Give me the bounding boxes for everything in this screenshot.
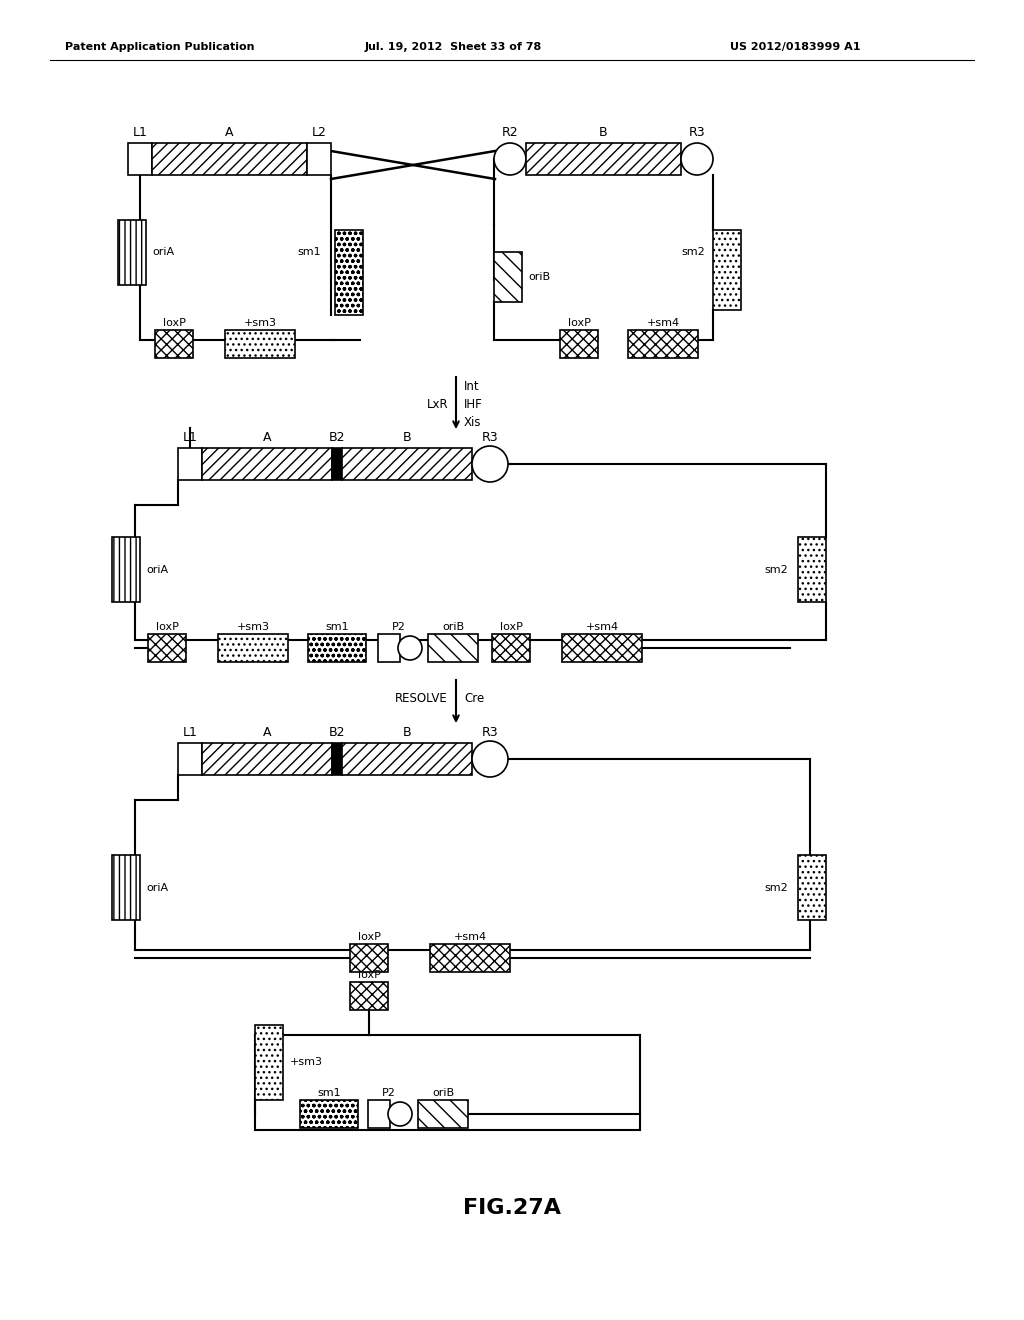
Bar — [368, 1100, 390, 1129]
Bar — [378, 634, 400, 663]
Text: +sm3: +sm3 — [290, 1057, 323, 1067]
Text: B2: B2 — [329, 726, 345, 739]
Text: sm1: sm1 — [326, 622, 349, 632]
Bar — [418, 1100, 468, 1129]
Bar — [430, 944, 510, 972]
Text: RESOLVE: RESOLVE — [395, 692, 449, 705]
Text: oriA: oriA — [146, 565, 168, 576]
Bar — [202, 447, 332, 480]
Circle shape — [472, 741, 508, 777]
Text: B: B — [402, 432, 412, 444]
Text: R3: R3 — [689, 125, 706, 139]
Text: Xis: Xis — [464, 416, 481, 429]
Text: oriB: oriB — [442, 622, 464, 632]
Text: +sm4: +sm4 — [586, 622, 618, 632]
Text: A: A — [263, 726, 271, 739]
Text: loxP: loxP — [500, 622, 522, 632]
Bar — [202, 743, 332, 775]
Text: R3: R3 — [481, 432, 499, 444]
Text: FIG.27A: FIG.27A — [463, 1199, 561, 1218]
Text: L2: L2 — [311, 125, 327, 139]
Text: L1: L1 — [132, 125, 147, 139]
Bar — [350, 982, 388, 1010]
Text: R3: R3 — [481, 726, 499, 739]
Text: +sm3: +sm3 — [244, 318, 276, 327]
Circle shape — [472, 446, 508, 482]
Text: LxR: LxR — [426, 399, 449, 411]
Bar — [112, 855, 140, 920]
Bar — [342, 743, 472, 775]
Text: L1: L1 — [182, 432, 198, 444]
Text: sm2: sm2 — [764, 883, 788, 894]
Text: sm2: sm2 — [764, 565, 788, 576]
Text: IHF: IHF — [464, 399, 482, 411]
Bar — [178, 743, 202, 775]
Text: P2: P2 — [392, 622, 406, 632]
Text: B2: B2 — [329, 432, 345, 444]
Bar — [342, 447, 472, 480]
Text: A: A — [224, 125, 233, 139]
Text: loxP: loxP — [357, 970, 381, 979]
Bar — [112, 537, 140, 602]
Text: loxP: loxP — [357, 932, 381, 942]
Text: Cre: Cre — [464, 692, 484, 705]
Bar — [562, 634, 642, 663]
Text: loxP: loxP — [567, 318, 591, 327]
Text: loxP: loxP — [163, 318, 185, 327]
Bar — [494, 252, 522, 302]
Text: Jul. 19, 2012  Sheet 33 of 78: Jul. 19, 2012 Sheet 33 of 78 — [365, 42, 543, 51]
Text: sm2: sm2 — [681, 247, 705, 257]
Text: P2: P2 — [382, 1088, 396, 1098]
Bar — [492, 634, 530, 663]
Bar — [350, 944, 388, 972]
Bar — [428, 634, 478, 663]
Bar — [335, 230, 362, 315]
Bar — [128, 143, 152, 176]
Bar — [178, 447, 202, 480]
Text: A: A — [263, 432, 271, 444]
Bar — [526, 143, 681, 176]
Bar — [628, 330, 698, 358]
Bar — [300, 1100, 358, 1129]
Bar — [218, 634, 288, 663]
Text: sm1: sm1 — [297, 247, 321, 257]
Text: oriB: oriB — [528, 272, 550, 282]
Bar — [225, 330, 295, 358]
Bar — [307, 143, 331, 176]
Text: sm1: sm1 — [317, 1088, 341, 1098]
Text: US 2012/0183999 A1: US 2012/0183999 A1 — [730, 42, 860, 51]
Circle shape — [681, 143, 713, 176]
Circle shape — [398, 636, 422, 660]
Circle shape — [494, 143, 526, 176]
Text: +sm3: +sm3 — [237, 622, 269, 632]
Bar — [118, 220, 146, 285]
Bar — [255, 1026, 283, 1100]
Text: loxP: loxP — [156, 622, 178, 632]
Text: B: B — [599, 125, 607, 139]
Text: L1: L1 — [182, 726, 198, 739]
Text: Patent Application Publication: Patent Application Publication — [65, 42, 255, 51]
Text: oriA: oriA — [146, 883, 168, 894]
Bar — [798, 855, 826, 920]
Text: B: B — [402, 726, 412, 739]
Bar — [148, 634, 186, 663]
Bar — [152, 143, 307, 176]
Text: oriB: oriB — [432, 1088, 454, 1098]
Circle shape — [388, 1102, 412, 1126]
Bar — [798, 537, 826, 602]
Text: +sm4: +sm4 — [454, 932, 486, 942]
Bar — [332, 447, 342, 480]
Text: Int: Int — [464, 380, 479, 393]
Text: +sm4: +sm4 — [646, 318, 680, 327]
Bar — [155, 330, 193, 358]
Bar — [332, 743, 342, 775]
Bar — [560, 330, 598, 358]
Bar — [713, 230, 741, 310]
Bar — [308, 634, 366, 663]
Text: R2: R2 — [502, 125, 518, 139]
Text: oriA: oriA — [152, 247, 174, 257]
